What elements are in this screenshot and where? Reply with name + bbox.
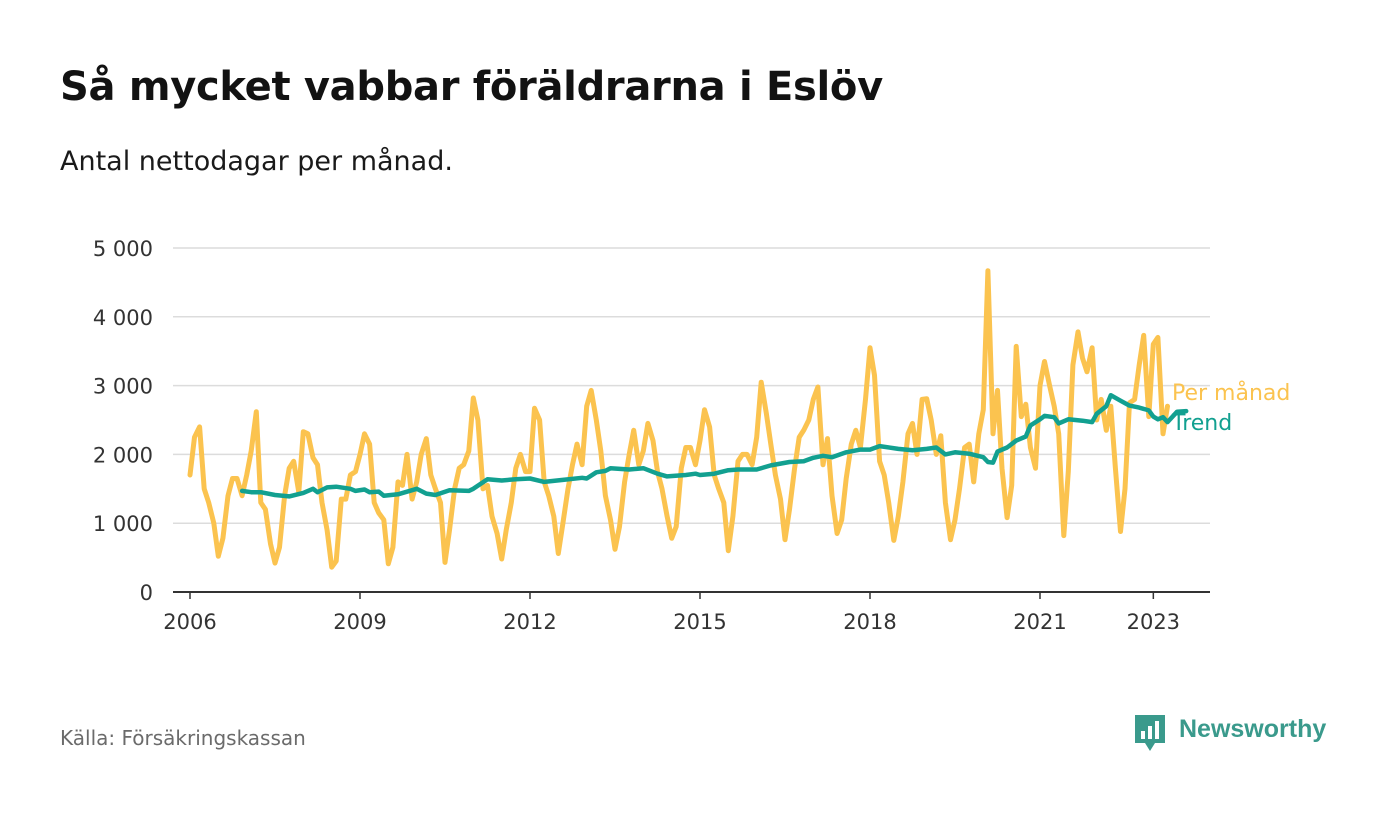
x-tick-label: 2015 [673, 610, 726, 634]
y-axis-ticks: 0 1 000 2 000 3 000 4 000 5 000 [93, 237, 153, 605]
y-tick-label: 1 000 [93, 512, 153, 536]
y-tick-label: 0 [140, 581, 153, 605]
x-tick-label: 2023 [1127, 610, 1180, 634]
bar-chart-logo-icon [1135, 715, 1165, 751]
x-tick-label: 2006 [163, 610, 216, 634]
y-tick-label: 3 000 [93, 375, 153, 399]
legend-label-trend: Trend [1171, 411, 1232, 436]
y-tick-label: 5 000 [93, 237, 153, 261]
legend-label-per-manad: Per månad [1172, 380, 1290, 406]
x-tick-label: 2009 [333, 610, 386, 634]
x-tick-label: 2021 [1013, 610, 1066, 634]
source-note: Källa: Försäkringskassan [60, 726, 306, 750]
chart-subtitle: Antal nettodagar per månad. [60, 146, 453, 177]
y-tick-label: 2 000 [93, 443, 153, 467]
series-line-trend [239, 392, 1189, 499]
x-tick-label: 2018 [843, 610, 896, 634]
y-tick-label: 4 000 [93, 306, 153, 330]
series-lines [187, 268, 1189, 570]
legend: Per månad Trend [1171, 380, 1290, 436]
x-tick-label: 2012 [503, 610, 556, 634]
chart-title: Så mycket vabbar föräldrarna i Eslöv [60, 64, 883, 110]
brand-name: Newsworthy [1179, 715, 1327, 743]
x-axis-ticks: 2006 2009 2012 2015 2018 2021 2023 [163, 592, 1180, 634]
brand-logo[interactable]: Newsworthy [1133, 713, 1343, 757]
series-line-per-manad [187, 268, 1170, 570]
